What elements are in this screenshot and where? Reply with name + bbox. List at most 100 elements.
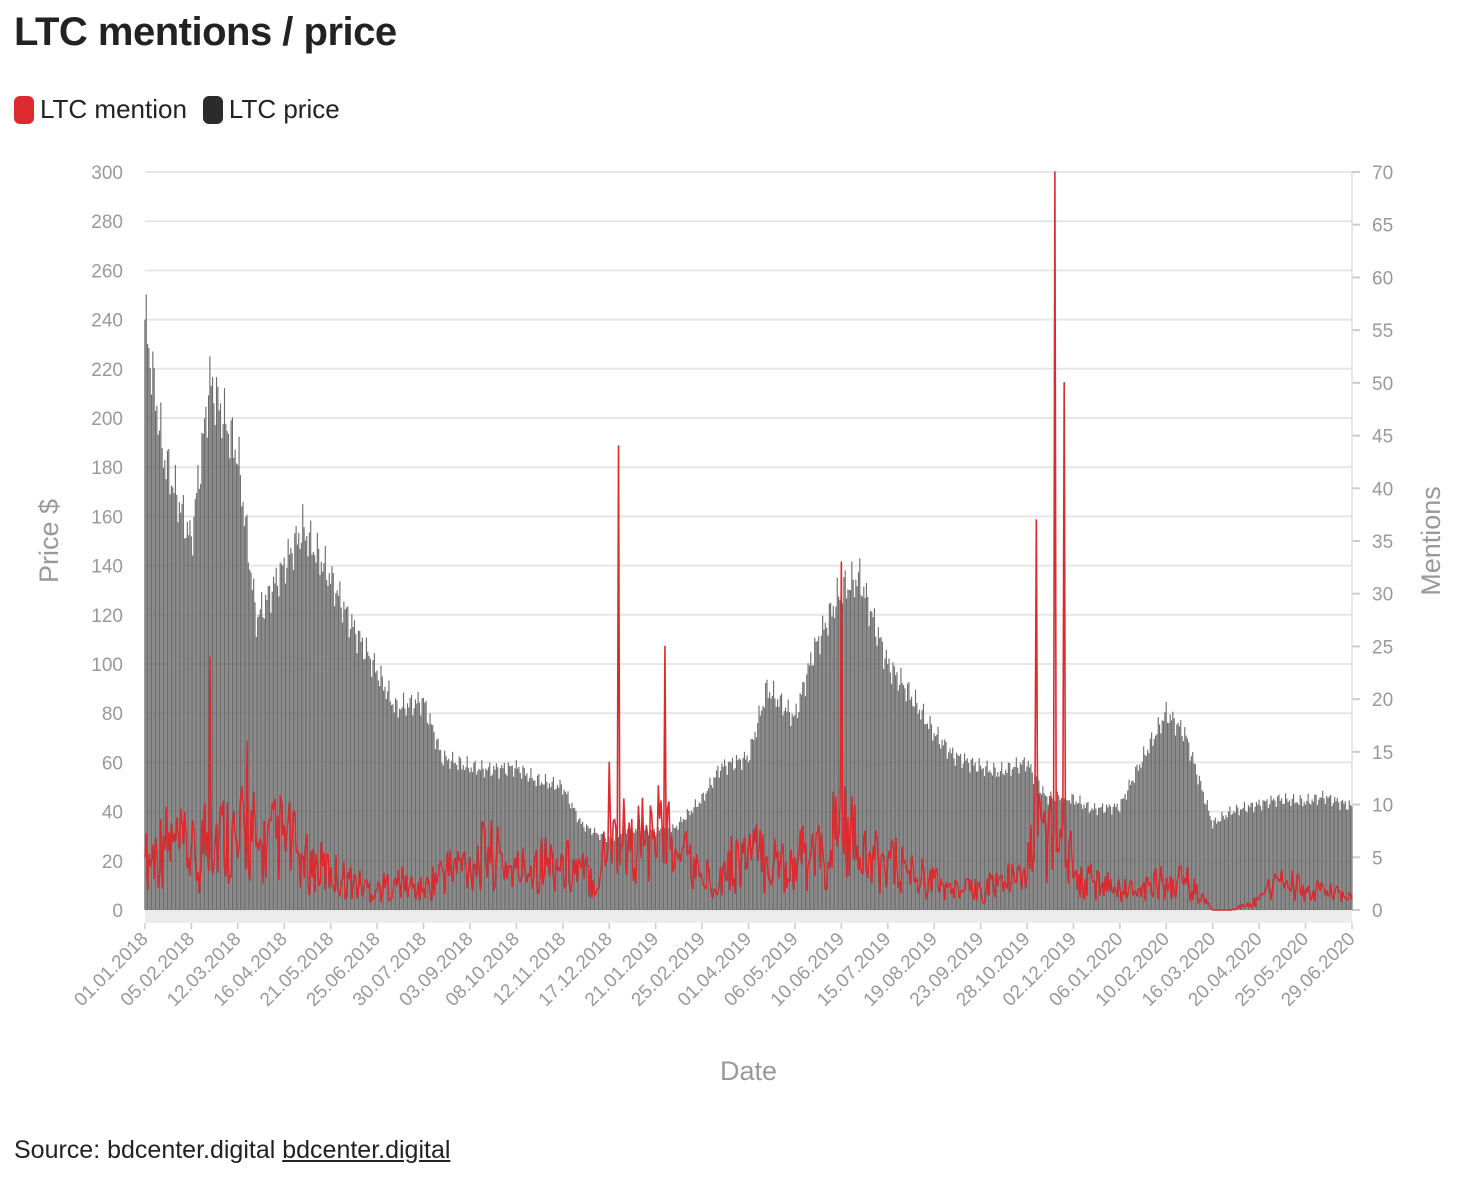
price-bar <box>925 724 927 910</box>
price-bar <box>726 774 728 910</box>
price-bar <box>274 583 276 910</box>
price-bar <box>808 665 810 910</box>
price-bar <box>1108 804 1110 910</box>
price-bar <box>975 771 978 910</box>
price-bar <box>1090 810 1092 910</box>
price-bar <box>1091 808 1093 910</box>
price-bar <box>1306 800 1308 910</box>
price-bar <box>486 770 488 910</box>
price-bar <box>421 698 423 910</box>
price-bar <box>489 762 491 910</box>
price-bar <box>539 785 541 910</box>
price-bar <box>887 664 889 910</box>
price-bar <box>446 760 448 910</box>
price-bar <box>495 763 497 910</box>
price-bar <box>1200 780 1202 910</box>
price-bar <box>798 711 800 910</box>
price-bar <box>1181 736 1183 910</box>
y-left-tick-label: 0 <box>112 901 123 922</box>
price-bar <box>1312 801 1314 910</box>
price-bar <box>1327 797 1329 910</box>
price-bar <box>812 665 814 910</box>
price-bar <box>593 827 596 910</box>
price-bar <box>1015 757 1017 910</box>
price-bar <box>1036 781 1039 910</box>
price-bar <box>1217 820 1219 910</box>
y-left-tick-label: 260 <box>91 261 123 282</box>
price-bar <box>433 732 435 910</box>
price-bar <box>608 836 610 910</box>
source-link[interactable]: bdcenter.digital <box>282 1136 451 1164</box>
price-bar <box>425 700 427 910</box>
price-bar <box>1084 807 1086 910</box>
price-bar <box>176 494 178 910</box>
legend-item-price[interactable]: LTC price <box>202 94 340 125</box>
price-bar <box>416 703 418 910</box>
price-bar <box>266 600 268 910</box>
price-bar <box>586 824 588 910</box>
price-bar <box>450 760 452 910</box>
price-bar <box>283 557 285 910</box>
price-bar <box>1303 801 1305 910</box>
price-bar <box>250 572 252 910</box>
price-bar <box>1324 804 1326 910</box>
price-bar <box>278 596 280 910</box>
price-bar <box>904 688 906 910</box>
price-bar <box>226 431 228 910</box>
price-bar <box>647 832 649 910</box>
price-bar <box>298 532 300 910</box>
price-bar <box>1222 815 1224 910</box>
price-bar <box>1254 806 1256 910</box>
price-bar <box>379 686 381 910</box>
price-bar <box>845 598 848 910</box>
price-bar <box>1338 802 1340 910</box>
price-bar <box>698 802 700 910</box>
price-bar <box>300 542 302 910</box>
price-bar <box>436 739 438 910</box>
price-bar <box>981 769 983 910</box>
legend-item-mention[interactable]: LTC mention <box>14 94 187 125</box>
price-bar <box>1259 805 1261 910</box>
price-bar <box>774 698 776 910</box>
price-bar <box>782 715 784 910</box>
price-bar <box>221 438 223 910</box>
price-bar <box>1193 763 1195 910</box>
price-bar <box>719 770 722 910</box>
price-bar <box>822 615 824 910</box>
price-bar <box>1350 805 1352 910</box>
price-bar <box>1218 821 1220 910</box>
price-bar <box>1239 809 1242 910</box>
price-bar <box>777 699 779 910</box>
price-bar <box>530 768 532 910</box>
price-bar <box>1213 820 1215 910</box>
price-bar <box>397 717 399 910</box>
price-bar <box>422 697 425 910</box>
price-bar <box>360 641 362 910</box>
price-bar <box>1010 775 1012 910</box>
price-bar <box>1220 821 1222 910</box>
price-bar <box>1104 812 1106 910</box>
price-bar <box>408 707 410 910</box>
price-bar <box>296 544 298 910</box>
price-bar <box>349 629 352 910</box>
price-bar <box>1279 800 1281 910</box>
price-bar <box>1042 786 1044 910</box>
price-bar <box>534 780 536 910</box>
price-bar <box>310 520 312 910</box>
price-bar <box>725 765 727 910</box>
price-bar <box>762 705 764 910</box>
price-bar <box>554 789 556 910</box>
y-right-axis-title: Mentions <box>1416 486 1446 596</box>
price-bar <box>765 683 767 910</box>
y-right-tick-label: 30 <box>1372 585 1393 606</box>
price-bar <box>173 493 175 910</box>
price-bar <box>401 707 403 910</box>
price-bar <box>1011 769 1013 910</box>
price-bar <box>192 555 194 910</box>
price-bar <box>217 386 219 910</box>
price-bar <box>1002 773 1004 910</box>
legend-swatch-mention <box>14 95 34 124</box>
price-bar <box>218 410 220 910</box>
price-bar <box>306 536 308 910</box>
price-bar <box>596 833 598 910</box>
